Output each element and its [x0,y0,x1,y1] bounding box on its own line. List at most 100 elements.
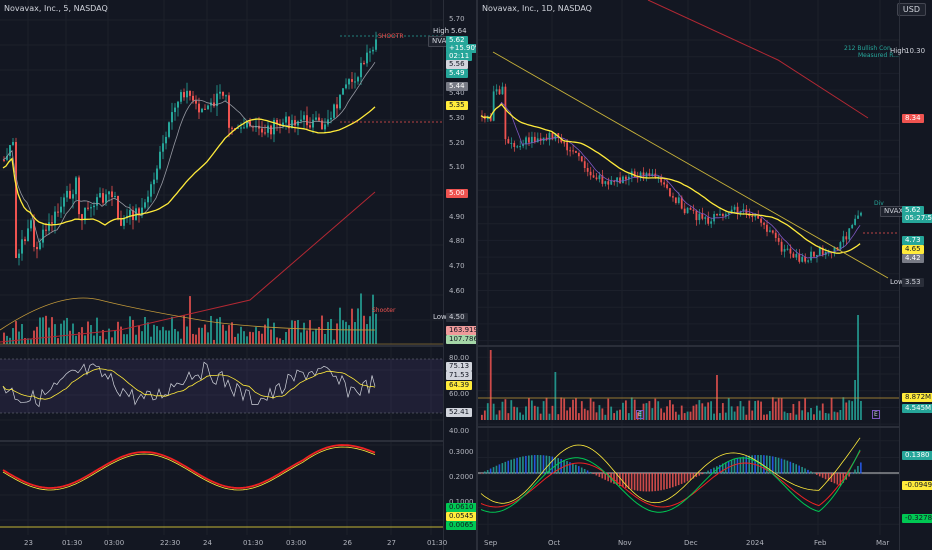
candle-body [153,179,155,185]
candle-body [616,177,618,182]
macd-histogram-bar [551,456,554,474]
volume-bar [156,326,158,344]
volume-bar [627,413,630,420]
macd-histogram-bar [651,473,654,492]
volume-bar [604,414,607,420]
volume-bar [345,321,347,344]
macd-line [480,450,861,508]
volume-bar [159,330,161,344]
candle-body [93,205,95,208]
volume-bar [153,324,155,344]
macd-histogram-bar [771,456,774,474]
daily-price-axis[interactable] [899,0,900,550]
candle-body [575,150,577,153]
candle-body [60,206,62,213]
volume-bar [180,338,182,344]
candle-body [648,173,651,177]
volume-bar [237,333,239,344]
macd-histogram-bar [566,461,568,474]
candle-body [168,122,170,137]
candle-body [348,79,350,85]
candle-body [727,212,730,215]
volume-bar [483,410,486,420]
intraday-chart-canvas[interactable] [0,0,476,550]
volume-bar [833,411,836,420]
volume-bar [147,322,149,344]
volume-bar [57,338,59,344]
volume-bar [616,410,618,420]
volume-bar [798,401,801,420]
volume-bar [168,330,170,344]
intraday-time-label: 01:30 [427,539,448,547]
macd-histogram-bar [672,473,674,488]
daily-chart-panel[interactable]: Novavax, Inc., 1D, NASDAQ USD 11.0010.50… [478,0,932,550]
earnings-marker-2[interactable]: E [872,410,880,419]
volume-bar [144,316,146,344]
candle-body [707,217,710,224]
daily-chart-canvas[interactable] [478,0,932,550]
volume-bar [261,333,263,344]
volume-bar [129,316,131,344]
volume-bar [93,335,95,344]
candle-body [261,128,263,133]
candle-body [663,182,665,185]
intraday-chart-panel[interactable]: Novavax, Inc., 5, NASDAQ 5.705.605.505.4… [0,0,476,550]
panel-divider[interactable] [476,0,478,550]
intraday-price-tick-label: 4.60 [449,286,465,295]
volume-bar [672,404,674,420]
volume-bar [716,375,718,420]
volume-bar [792,404,795,420]
candle-body [489,116,492,121]
volume-bar [501,401,504,420]
intraday-price-tick-label: 5.20 [449,138,465,147]
intraday-time-label: 24 [203,539,212,547]
daily-time-label: Feb [814,539,827,547]
candle-body [789,248,792,254]
macd-histogram-bar [539,455,542,474]
intraday-tag-556: 5.56 [446,60,468,69]
candle-body [719,213,721,216]
macd-histogram-bar [821,473,824,478]
candle-body [636,177,639,179]
candle-body [354,81,356,83]
candle-body [63,197,65,207]
daily-macd-tag-3: -0.3278 [902,514,932,523]
candle-body [683,208,686,214]
volume-bar [851,401,854,420]
candle-body [249,121,251,127]
macd-histogram-bar [666,473,668,489]
volume-bar [273,322,275,344]
candle-body [766,224,768,232]
candle-body [6,156,8,160]
volume-bar [563,398,566,420]
daily-last-price: 5.62 [902,206,924,215]
candle-body [833,247,836,254]
currency-button[interactable]: USD [896,3,926,16]
volume-bar [795,414,798,420]
volume-bar [60,323,62,344]
daily-macd-tag-1: 0.1380 [902,451,932,460]
candle-body [90,207,92,209]
intraday-tag-544: 5.44 [446,82,468,91]
daily-volume-tag-1: 8.872M [902,393,932,402]
volume-bar [354,322,356,344]
candle-body [102,193,104,203]
candle-body [282,122,284,126]
candle-body [619,177,621,184]
volume-bar [742,406,745,420]
volume-bar [195,334,197,344]
candle-body [815,255,818,257]
intraday-price-axis[interactable] [443,0,444,550]
daily-tag-442: 4.42 [902,254,924,263]
macd-histogram-bar [654,473,656,492]
volume-bar [575,398,577,420]
volume-bar [613,413,616,420]
rsi-signal-line [2,368,376,400]
earnings-marker-1[interactable]: E [636,410,644,419]
volume-bar [69,330,71,344]
volume-bar [216,318,218,344]
intraday-rsi-tick-label: 40.00 [449,427,470,435]
volume-ma-line [0,297,376,331]
macd-histogram-bar [833,473,836,484]
macd-histogram-bar [513,458,515,474]
